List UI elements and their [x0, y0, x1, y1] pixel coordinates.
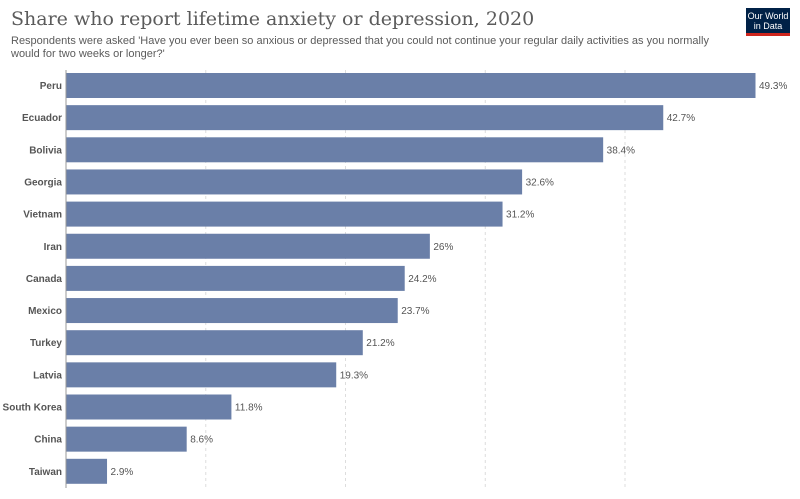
- chart-title: Share who report lifetime anxiety or dep…: [11, 8, 535, 30]
- category-label: Taiwan: [29, 467, 62, 478]
- value-label: 31.2%: [506, 210, 534, 221]
- bar-bolivia[interactable]: [66, 137, 604, 163]
- category-label: Mexico: [28, 306, 62, 317]
- category-label: Bolivia: [29, 145, 62, 156]
- category-label: Georgia: [24, 177, 62, 188]
- bars: [66, 73, 756, 484]
- bar-south-korea[interactable]: [66, 394, 232, 420]
- value-label: 2.9%: [111, 467, 134, 478]
- value-label: 8.6%: [190, 435, 213, 446]
- value-label: 11.8%: [235, 403, 263, 414]
- category-label: Latvia: [33, 370, 62, 381]
- value-label: 26%: [433, 242, 453, 253]
- category-label: China: [34, 435, 62, 446]
- value-label: 49.3%: [759, 81, 787, 92]
- value-label: 19.3%: [340, 370, 368, 381]
- bar-taiwan[interactable]: [66, 458, 108, 484]
- value-label: 21.2%: [366, 338, 394, 349]
- bar-latvia[interactable]: [66, 362, 337, 388]
- logo-line-1: Our World: [747, 11, 789, 21]
- chart-subtitle: Respondents were asked 'Have you ever be…: [11, 35, 709, 60]
- owid-logo[interactable]: Our World in Data: [746, 8, 790, 36]
- bar-turkey[interactable]: [66, 330, 363, 356]
- category-label: Ecuador: [22, 113, 62, 124]
- bar-vietnam[interactable]: [66, 201, 503, 227]
- value-label: 32.6%: [526, 177, 554, 188]
- bar-peru[interactable]: [66, 73, 756, 98]
- category-label: Iran: [44, 242, 62, 253]
- category-label: Canada: [26, 274, 63, 285]
- bar-mexico[interactable]: [66, 298, 398, 324]
- value-label: 24.2%: [408, 274, 436, 285]
- value-label: 42.7%: [667, 113, 695, 124]
- logo-line-2: in Data: [753, 21, 783, 31]
- labels: Peru 49.3% Ecuador 42.7% Bolivia 38.4% Georgia…: [3, 81, 788, 478]
- value-label: 23.7%: [401, 306, 429, 317]
- bar-georgia[interactable]: [66, 169, 523, 195]
- bar-iran[interactable]: [66, 233, 430, 259]
- bar-canada[interactable]: [66, 265, 405, 291]
- bar-china[interactable]: [66, 426, 187, 452]
- category-label: Turkey: [30, 338, 62, 349]
- value-label: 38.4%: [607, 145, 635, 156]
- category-label: Peru: [40, 81, 62, 92]
- category-label: Vietnam: [23, 210, 62, 221]
- category-label: South Korea: [3, 403, 63, 414]
- bar-ecuador[interactable]: [66, 105, 664, 131]
